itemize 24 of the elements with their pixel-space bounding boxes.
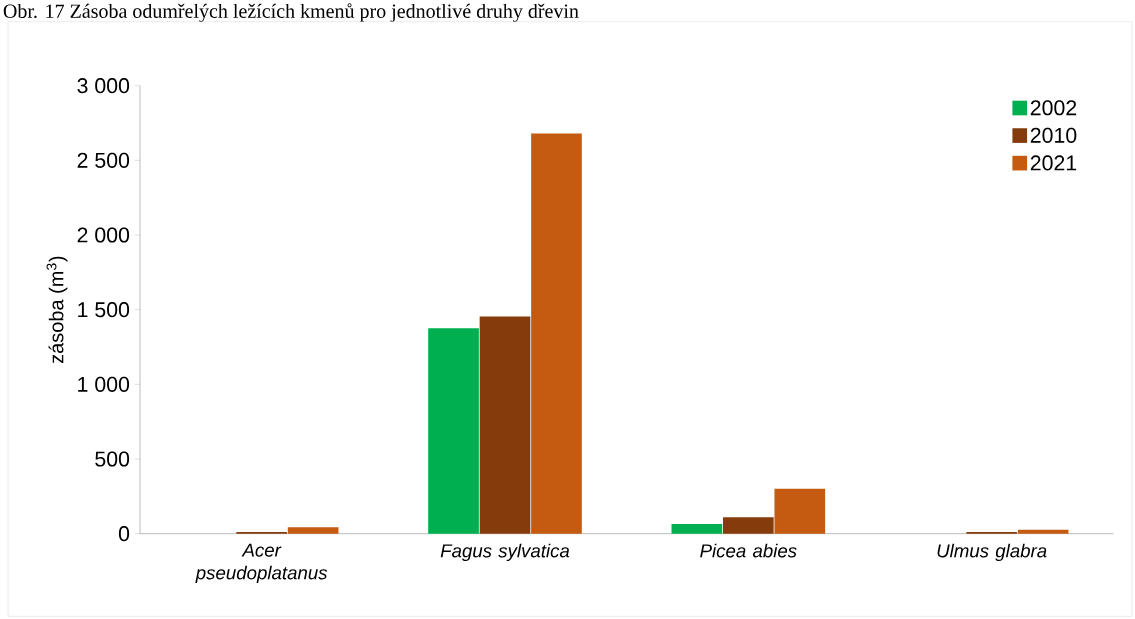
x-tick-label: Fagus sylvatica <box>440 543 570 562</box>
bar <box>531 133 582 534</box>
y-tick-label: 2 000 <box>77 227 130 243</box>
legend-label: 2002 <box>1030 100 1077 116</box>
y-tick-label: 0 <box>118 526 130 542</box>
y-tick-label: 3 000 <box>77 78 130 94</box>
y-axis-title: zásoba (m$^{3}$) <box>46 256 68 364</box>
bar <box>1017 529 1069 534</box>
bar <box>428 328 479 534</box>
legend-label: 2021 <box>1030 155 1077 171</box>
legend-label: 2010 <box>1030 127 1077 143</box>
bar <box>671 523 723 534</box>
x-tick-label: Acer pseudoplatanus <box>195 543 328 584</box>
bar <box>479 316 531 534</box>
y-tick-label: 1 000 <box>78 376 130 392</box>
bar <box>774 488 826 534</box>
bar <box>287 527 339 534</box>
bar <box>723 517 774 534</box>
x-tick-label: Picea abies <box>700 543 797 558</box>
chart-title: Obr. 17 Zásoba odumřelých ležících kmenů pro jednotlivé druhy dřevin <box>3 3 579 23</box>
x-tick-label: Ulmus glabra <box>937 543 1047 562</box>
y-tick-label: 500 <box>95 451 130 467</box>
y-tick-label: 1 500 <box>78 302 130 318</box>
y-tick-label: 2 500 <box>77 152 130 168</box>
